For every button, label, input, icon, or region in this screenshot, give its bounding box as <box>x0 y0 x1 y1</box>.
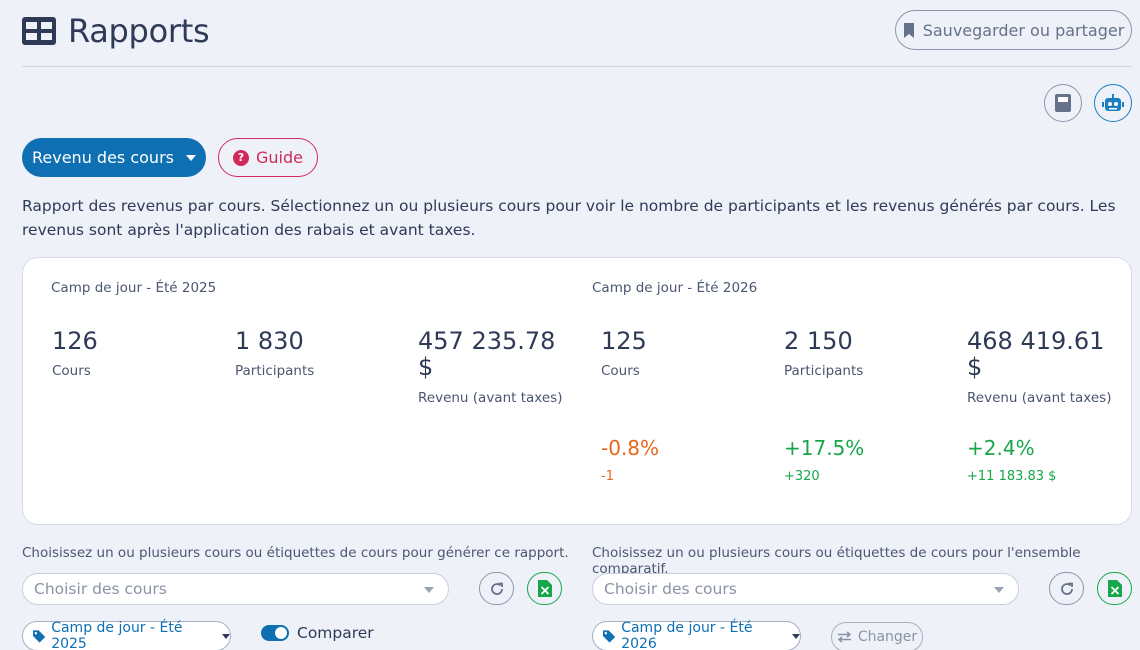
left-revenue-label: Revenu (avant taxes) <box>418 390 563 406</box>
caret-down-icon <box>222 633 230 639</box>
chevron-down-icon <box>424 587 434 593</box>
left-selector-hint: Choisissez un ou plusieurs cours ou étiq… <box>22 545 569 561</box>
question-icon: ? <box>233 149 249 166</box>
cours-delta-percent: -0.8% <box>601 436 660 460</box>
right-revenue-currency: $ <box>967 353 983 381</box>
left-course-select-placeholder: Choisir des cours <box>34 580 167 598</box>
tag-icon <box>33 629 46 643</box>
compare-label: Comparer <box>297 624 374 642</box>
right-cours-value: 125 <box>601 327 647 355</box>
right-course-select[interactable]: Choisir des cours <box>592 573 1019 605</box>
left-reset-button[interactable] <box>479 572 514 605</box>
right-export-excel-button[interactable] <box>1097 572 1132 605</box>
guide-button[interactable]: ? Guide <box>218 138 318 177</box>
calculator-icon <box>1055 94 1071 112</box>
left-cours-label: Cours <box>52 363 91 379</box>
left-tag-label: Camp de jour - Été 2025 <box>51 620 183 650</box>
cours-delta-absolute: -1 <box>601 469 614 484</box>
tag-icon <box>603 629 616 643</box>
toggle-knob <box>275 627 287 639</box>
report-type-label: Revenu des cours <box>32 148 174 167</box>
page-header: Rapports Sauvegarder ou partager <box>22 10 1132 67</box>
refresh-icon <box>490 582 503 595</box>
bookmark-icon <box>903 22 914 38</box>
title-wrap: Rapports <box>22 12 210 50</box>
right-reset-button[interactable] <box>1049 572 1084 605</box>
participants-delta-percent: +17.5% <box>784 436 865 460</box>
revenue-delta-percent: +2.4% <box>967 436 1035 460</box>
compare-toggle[interactable] <box>261 625 289 641</box>
right-set-title: Camp de jour - Été 2026 <box>592 280 758 296</box>
stats-card: Camp de jour - Été 2025 Camp de jour - É… <box>22 257 1132 525</box>
save-or-share-button[interactable]: Sauvegarder ou partager <box>895 10 1132 50</box>
left-revenue-currency: $ <box>418 353 434 381</box>
left-set-title: Camp de jour - Été 2025 <box>51 280 217 296</box>
caret-down-icon <box>185 154 196 161</box>
left-tag-dropdown[interactable]: Camp de jour - Été 2025 <box>22 620 231 650</box>
left-export-excel-button[interactable] <box>527 572 562 605</box>
guide-label: Guide <box>256 148 303 167</box>
left-cours-value: 126 <box>52 327 98 355</box>
right-participants-value: 2 150 <box>784 327 853 355</box>
right-tag-dropdown[interactable]: Camp de jour - Été 2026 <box>592 620 801 650</box>
grid-icon <box>22 17 56 45</box>
refresh-icon <box>1060 582 1073 595</box>
calculator-button[interactable] <box>1044 84 1082 122</box>
chevron-down-icon <box>994 587 1004 593</box>
excel-icon <box>537 580 552 597</box>
right-participants-label: Participants <box>784 363 864 379</box>
left-course-select[interactable]: Choisir des cours <box>22 573 449 605</box>
caret-down-icon <box>792 633 800 639</box>
page-title: Rapports <box>68 12 210 50</box>
save-or-share-label: Sauvegarder ou partager <box>922 20 1125 40</box>
revenue-delta-absolute: +11 183.83 $ <box>967 469 1057 484</box>
right-tag-label: Camp de jour - Été 2026 <box>621 620 753 650</box>
change-label: Changer <box>857 629 918 645</box>
ai-assistant-button[interactable] <box>1094 84 1132 122</box>
right-cours-label: Cours <box>601 363 640 379</box>
left-participants-label: Participants <box>235 363 315 379</box>
left-participants-value: 1 830 <box>235 327 304 355</box>
participants-delta-absolute: +320 <box>784 469 820 484</box>
change-button[interactable]: Changer <box>831 622 923 650</box>
robot-icon <box>1102 94 1124 111</box>
right-revenue-value: 468 419.61 <box>967 327 1105 355</box>
report-description: Rapport des revenus par cours. Sélection… <box>22 197 1116 239</box>
right-course-select-placeholder: Choisir des cours <box>604 580 737 598</box>
right-revenue-label: Revenu (avant taxes) <box>967 390 1112 406</box>
report-type-dropdown[interactable]: Revenu des cours <box>22 138 206 177</box>
swap-icon <box>837 631 851 643</box>
left-revenue-value: 457 235.78 <box>418 327 556 355</box>
excel-icon <box>1107 580 1122 597</box>
